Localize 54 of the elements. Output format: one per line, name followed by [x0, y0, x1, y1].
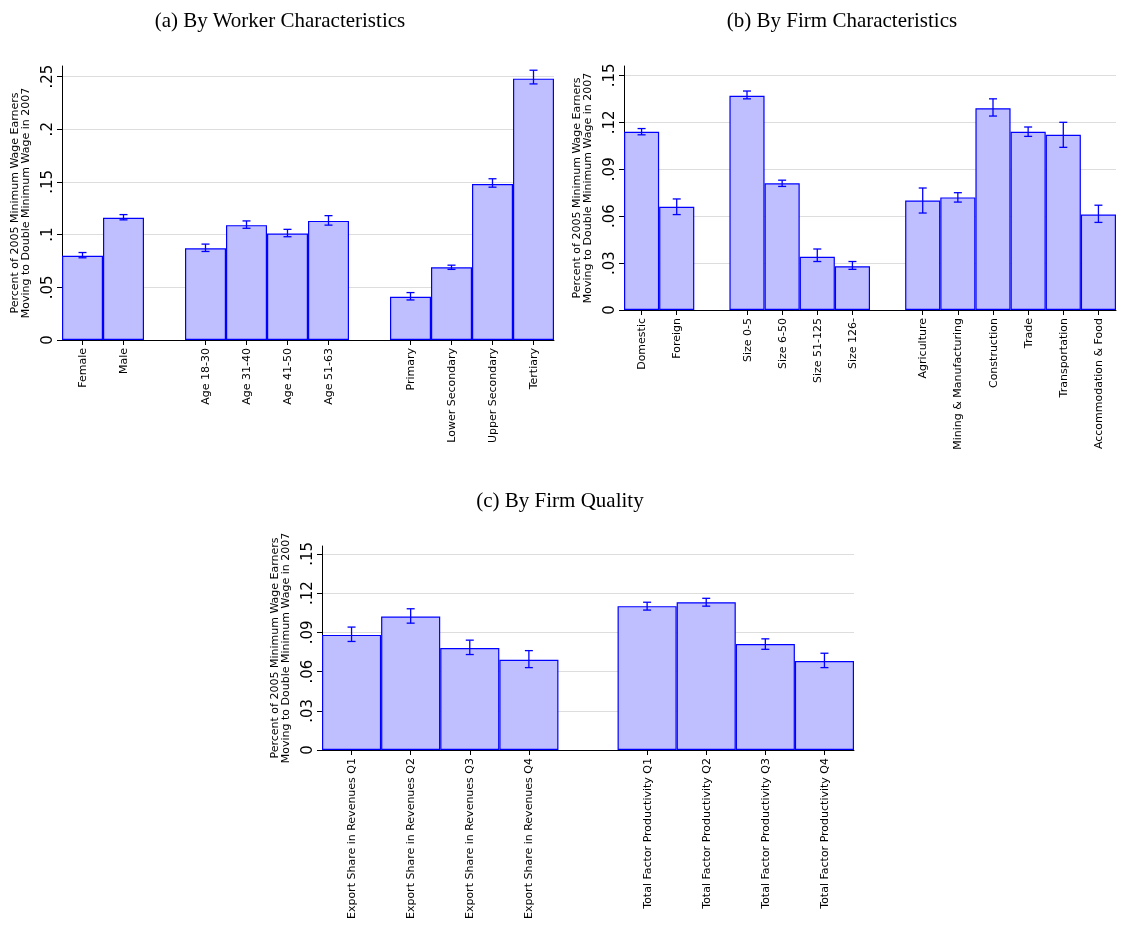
y-tick-label: 0: [37, 335, 56, 345]
x-tick-label: Female: [76, 347, 89, 388]
x-tick-label: Transportation: [1056, 317, 1070, 399]
y-tick-label: .25: [37, 64, 56, 89]
x-tick-label: Domestic: [635, 318, 649, 370]
y-axis-title: Percent of 2005 Minimum Wage Earners Moving to Double Minimum Wage in 2007: [8, 87, 33, 319]
x-tick-label: Upper Secondary: [486, 347, 499, 444]
x-tick-label: Export Share in Revenues Q1: [345, 758, 359, 920]
x-tick-label: Primary: [404, 347, 417, 391]
y-tick-label: .1: [37, 227, 56, 242]
x-tick-label: Total Factor Productivity Q4: [817, 758, 831, 910]
y-tick-label: .06: [297, 659, 316, 684]
chart-title: (b) By Firm Characteristics: [726, 7, 958, 32]
x-tick-label: Construction: [986, 317, 1000, 389]
x-tick-label: Tertiary: [527, 347, 540, 391]
x-tick-label: Agriculture: [916, 317, 930, 379]
chart-title: (a) By Worker Characteristics: [154, 7, 406, 32]
x-tick-label: Total Factor Productivity Q1: [640, 758, 654, 910]
x-tick-label: Export Share in Revenues Q3: [463, 758, 477, 920]
x-tick-label: Age 51-63: [322, 348, 335, 405]
y-tick-label: .09: [599, 157, 618, 182]
y-tick-label: .2: [37, 122, 56, 137]
x-tick-label: Size 126-: [845, 317, 859, 370]
x-tick-label: Total Factor Productivity Q2: [699, 758, 713, 910]
x-tick-label: Trade: [1021, 317, 1035, 350]
x-tick-label: Size 0-5: [740, 318, 754, 363]
y-tick-label: .12: [599, 110, 618, 135]
x-tick-label: Total Factor Productivity Q3: [758, 758, 772, 910]
x-tick-label: Export Share in Revenues Q4: [522, 758, 536, 920]
y-tick-label: .06: [599, 204, 618, 229]
x-tick-label: Foreign: [670, 317, 684, 359]
x-tick-label: Age 31-40: [240, 348, 253, 405]
y-tick-label: .15: [297, 541, 316, 566]
x-tick-label: Age 41-50: [281, 348, 294, 405]
y-tick-label: .03: [599, 251, 618, 276]
x-tick-label: Mining & Manufacturing: [951, 318, 965, 450]
y-axis-title: Percent of 2005 Minimum Wage Earners Moving to Double Minimum Wage in 2007: [570, 72, 595, 304]
x-tick-label: Size 6-50: [775, 318, 789, 370]
y-tick-label: .03: [297, 698, 316, 723]
x-tick-label: Size 51-125: [810, 318, 824, 384]
chart-title: (c) By Firm Quality: [476, 487, 645, 512]
y-tick-label: .15: [37, 169, 56, 194]
x-tick-label: Age 18-30: [199, 348, 212, 405]
x-tick-label: Male: [117, 347, 130, 375]
y-axis-title: Percent of 2005 Minimum Wage Earners Moving to Double Minimum Wage in 2007: [268, 532, 293, 764]
y-tick-label: .05: [37, 275, 56, 300]
y-tick-label: 0: [297, 745, 316, 755]
y-tick-label: .15: [599, 63, 618, 88]
y-tick-label: .09: [297, 620, 316, 645]
x-tick-label: Lower Secondary: [445, 347, 458, 443]
x-tick-label: Accommodation & Food: [1091, 318, 1105, 450]
y-tick-label: .12: [297, 581, 316, 606]
y-tick-label: 0: [599, 305, 618, 315]
x-tick-label: Export Share in Revenues Q2: [404, 758, 418, 920]
